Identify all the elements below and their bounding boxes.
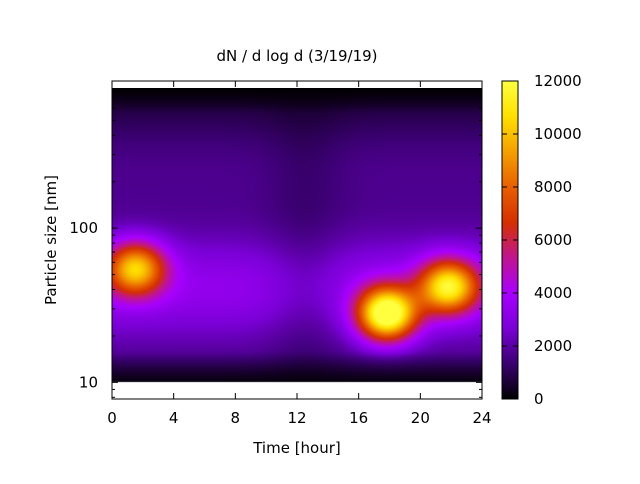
colorbar-tick-label: 10000 <box>534 125 582 143</box>
x-tick-label: 12 <box>287 409 306 427</box>
y-tick-label: 10 <box>79 373 98 391</box>
x-tick-label: 8 <box>231 409 241 427</box>
colorbar-tick-label: 2000 <box>534 337 572 355</box>
colorbar-tick-label: 12000 <box>534 72 582 90</box>
x-axis-label: Time [hour] <box>252 439 341 457</box>
heatmap-image <box>112 88 482 394</box>
colorbar-tick-label: 8000 <box>534 178 572 196</box>
colorbar-tick-label: 0 <box>534 390 544 408</box>
x-tick-label: 20 <box>411 409 430 427</box>
colorbar: 0 2000 4000 6000 8000 10000 12000 <box>501 72 582 408</box>
x-axis: 0 4 8 12 16 20 24 <box>107 81 492 427</box>
y-axis: 10 100 <box>69 80 482 398</box>
y-axis-label: Particle size [nm] <box>42 175 60 305</box>
colorbar-tick-label: 6000 <box>534 231 572 249</box>
colorbar-tick-label: 4000 <box>534 284 572 302</box>
x-tick-label: 4 <box>169 409 179 427</box>
chart-title: dN / d log d (3/19/19) <box>216 47 377 65</box>
x-tick-label: 24 <box>472 409 491 427</box>
y-tick-label: 100 <box>69 219 98 237</box>
x-tick-label: 16 <box>349 409 368 427</box>
heatmap-area <box>112 88 482 394</box>
x-tick-label: 0 <box>107 409 117 427</box>
